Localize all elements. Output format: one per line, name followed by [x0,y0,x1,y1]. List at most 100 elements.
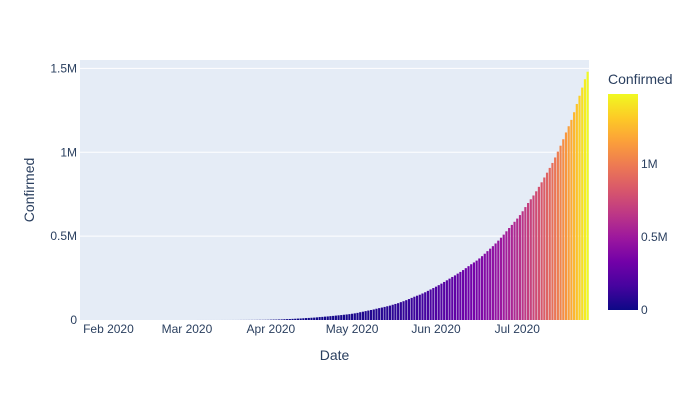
bar [545,172,549,320]
colorbar-ticks: 0 0.5M 1M [641,157,668,317]
colorbar-tick-label: 1M [641,157,658,171]
x-tick-label: Feb 2020 [83,322,134,336]
bar [277,319,281,320]
bar [551,162,554,320]
bar [472,262,476,320]
bar [475,260,478,320]
bar [424,292,427,320]
bar [375,308,378,320]
bar [345,314,348,320]
bar [397,303,400,320]
bar [489,248,492,320]
bar [556,151,559,320]
bar [443,281,446,320]
x-tick-label: Jul 2020 [495,322,541,336]
bar [453,275,457,320]
bar [581,87,584,320]
bar [294,318,297,320]
x-tick-label: Jun 2020 [411,322,461,336]
bar [518,215,522,320]
bar [383,306,386,320]
bar [537,186,540,320]
bar [415,295,419,320]
bar [402,301,405,320]
bar [391,304,394,320]
bar [451,276,454,320]
bar [407,299,411,320]
bar [348,314,351,320]
y-tick-label: 1M [60,145,77,159]
bar [388,305,392,320]
bar [337,315,340,320]
bar [459,271,462,320]
bar [405,300,408,320]
bar [456,273,459,320]
bar [323,316,327,320]
y-tick-label: 0 [70,313,77,327]
bar [296,318,300,320]
bar [310,317,313,320]
bar [527,203,530,320]
bar [510,224,513,320]
bar [353,313,356,320]
bar [394,303,397,320]
bar [318,317,321,320]
bar [554,157,557,320]
bar [421,293,424,320]
bar [369,309,373,320]
bar [562,139,565,320]
bar [326,316,329,320]
bar [378,308,381,320]
bar [291,318,294,320]
bar [302,318,305,320]
bar [380,307,383,320]
bar [583,79,587,321]
bar [356,312,359,320]
bar [532,195,535,320]
bar [351,313,354,320]
bar [521,211,524,320]
bar [494,243,497,320]
bar [505,231,508,320]
x-axis: Feb 2020 Mar 2020 Apr 2020 May 2020 Jun 2020… [83,322,540,336]
bar [286,319,289,320]
bar [470,264,473,320]
bars [196,71,589,321]
bar [486,251,489,320]
bar [467,266,470,320]
bar [304,318,308,320]
x-tick-label: Apr 2020 [247,322,296,336]
bar [367,310,370,320]
bar [342,314,346,320]
bar [480,256,484,320]
bar [499,237,503,320]
bar [535,191,538,320]
bar [586,71,589,320]
bar [315,317,318,320]
bar [280,319,283,320]
colorbar-tick-label: 0.5M [641,230,668,244]
x-axis-title: Date [320,347,350,363]
x-tick-label: Mar 2020 [162,322,213,336]
bar [578,95,581,320]
bar [288,319,291,320]
bar [559,145,562,320]
colorbar-tick-label: 0 [641,303,648,317]
bar [445,280,448,320]
bar [426,290,429,320]
bar [361,311,365,320]
bar [508,228,511,320]
bar [434,286,438,320]
bar [570,119,573,321]
bar [478,258,481,320]
bar [543,177,546,320]
bar [399,302,402,320]
bar [332,315,335,320]
bar [429,289,432,320]
bar [334,315,337,320]
bar [491,246,494,320]
bar [440,283,443,320]
bar [359,312,362,320]
